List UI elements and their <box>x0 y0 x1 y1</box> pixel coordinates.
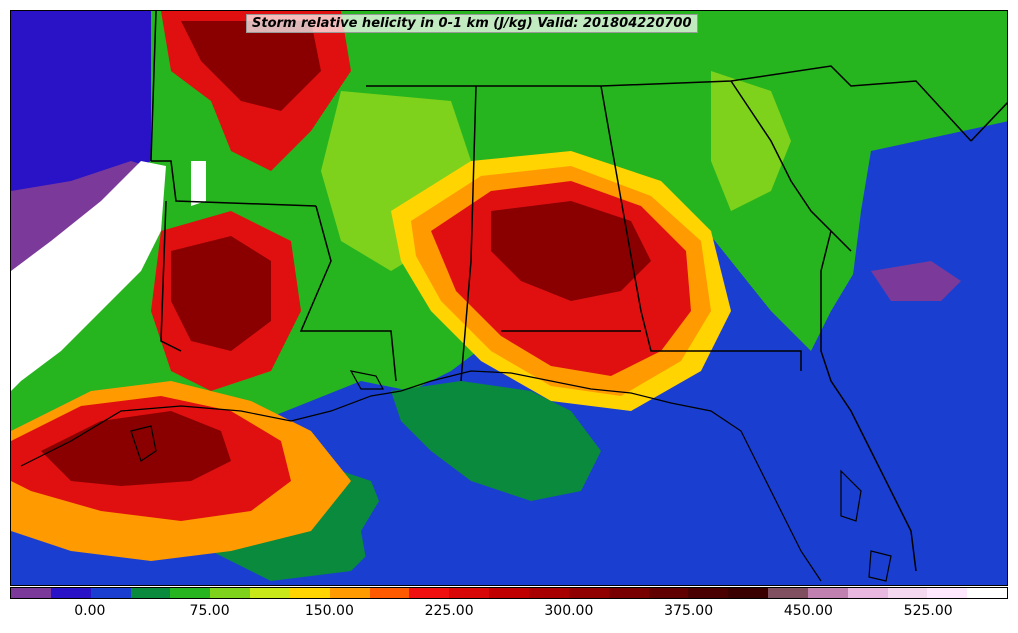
atlantic-blue <box>841 121 1007 585</box>
colorbar-swatch <box>369 588 410 598</box>
colorbar-swatch <box>289 588 330 598</box>
colorbar-swatch <box>50 588 91 598</box>
gulf-dark-green <box>391 381 601 501</box>
colorbar-swatch <box>688 588 729 598</box>
colorbar-swatch <box>608 588 649 598</box>
colorbar-swatch <box>90 588 131 598</box>
darkred-left-mid <box>171 236 271 351</box>
colorbar-swatch <box>409 588 450 598</box>
colorbar-swatch <box>489 588 529 598</box>
colorbar <box>10 587 1008 599</box>
colorbar-swatch <box>847 588 888 598</box>
state-boundaries <box>150 11 1007 572</box>
colorbar-swatch <box>768 588 808 598</box>
white-region-left <box>11 161 166 391</box>
colorbar-tick-label: 0.00 <box>74 603 106 619</box>
colorbar-swatch <box>648 588 689 598</box>
coastlines <box>20 370 892 582</box>
colorbar-swatch <box>449 588 490 598</box>
colorbar-swatch <box>807 588 848 598</box>
colorbar-swatch <box>250 588 290 598</box>
colorbar-swatch <box>170 588 211 598</box>
colorbar-swatch <box>130 588 171 598</box>
darkred-left-north <box>181 21 321 111</box>
white-patch-small <box>191 161 206 206</box>
gulf-deep-blue <box>361 481 631 585</box>
colorbar-labels: 0.00 75.00 150.00 225.00 300.00 375.00 450.00 5… <box>10 603 1008 623</box>
colorbar-tick-label: 150.00 <box>304 603 354 619</box>
map-canvas <box>11 11 1007 585</box>
darkred-southwest <box>41 411 231 486</box>
map-title: Storm relative helicity in 0-1 km (J/kg)… <box>246 14 698 33</box>
colorbar-swatch <box>568 588 609 598</box>
colorbar-swatch <box>11 588 51 598</box>
colorbar-swatch <box>329 588 370 598</box>
colorbar-swatch <box>728 588 769 598</box>
colorbar-swatch <box>927 588 968 598</box>
colorbar-tick-label: 450.00 <box>783 603 833 619</box>
colorbar-tick-label: 375.00 <box>664 603 714 619</box>
colorbar-swatch <box>210 588 251 598</box>
helicity-map <box>10 10 1008 586</box>
purple-patch-east <box>871 261 961 301</box>
colorbar-tick-label: 225.00 <box>424 603 474 619</box>
colorbar-swatch <box>967 588 1008 598</box>
colorbar-tick-label: 75.00 <box>189 603 230 619</box>
colorbar-swatch <box>528 588 569 598</box>
lime-band-east <box>711 71 791 211</box>
colorbar-tick-label: 525.00 <box>903 603 953 619</box>
darkred-core-central <box>491 201 651 301</box>
colorbar-swatch <box>887 588 928 598</box>
colorbar-tick-label: 300.00 <box>544 603 594 619</box>
